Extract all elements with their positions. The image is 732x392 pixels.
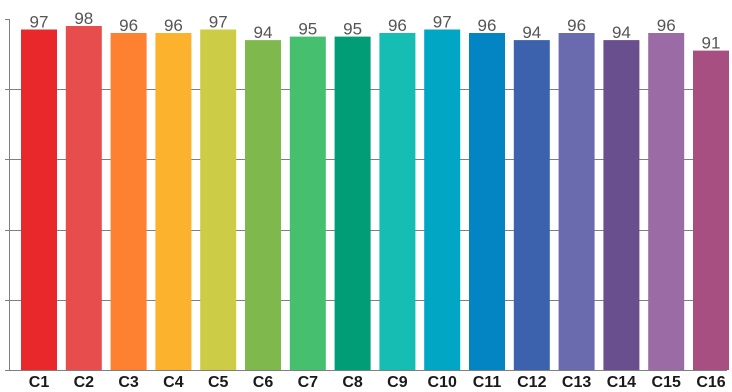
bar-layer — [21, 26, 729, 370]
bar-c11 — [469, 33, 505, 370]
value-label-c9: 96 — [388, 16, 407, 35]
category-label-c1: C1 — [29, 374, 50, 391]
value-label-c3: 96 — [119, 16, 138, 35]
bar-c12 — [513, 40, 550, 370]
category-label-c9: C9 — [387, 374, 408, 391]
bar-c14 — [603, 40, 640, 370]
value-label-c8: 95 — [343, 20, 362, 39]
bar-c4 — [155, 33, 192, 370]
value-label-c4: 96 — [164, 16, 183, 35]
bar-c8 — [334, 36, 371, 370]
value-label-c16: 91 — [702, 34, 721, 53]
bar-c3 — [110, 33, 147, 370]
category-label-c7: C7 — [298, 374, 319, 391]
bar-c10 — [424, 29, 461, 370]
category-label-layer: C1 C2 C3 C4 C5 C6 C7 C8 C9 C10 C11 C12 C13 C14 C15 C16 — [29, 374, 726, 391]
bar-c6 — [245, 40, 281, 370]
bar-c5 — [200, 29, 237, 370]
value-label-c11: 96 — [478, 16, 497, 35]
value-label-c1: 97 — [30, 13, 49, 32]
category-label-c2: C2 — [74, 374, 95, 391]
bar-c13 — [558, 33, 595, 370]
category-label-c3: C3 — [118, 374, 139, 391]
category-label-c5: C5 — [208, 374, 229, 391]
value-label-layer: 97 98 96 96 97 94 95 95 96 97 96 94 96 94 96 91 — [30, 9, 721, 53]
value-label-c2: 98 — [74, 9, 93, 28]
category-label-c11: C11 — [473, 374, 502, 391]
bar-c16 — [693, 50, 729, 370]
value-label-c15: 96 — [657, 16, 676, 35]
category-label-c12: C12 — [517, 374, 546, 391]
bar-c7 — [289, 36, 326, 370]
value-label-c12: 94 — [522, 23, 541, 42]
value-label-c13: 96 — [567, 16, 586, 35]
category-label-c16: C16 — [696, 374, 725, 391]
category-label-c15: C15 — [652, 374, 681, 391]
category-label-c10: C10 — [428, 374, 457, 391]
category-label-c6: C6 — [253, 374, 274, 391]
category-label-c14: C14 — [607, 374, 636, 391]
value-label-c5: 97 — [209, 13, 228, 32]
category-label-c13: C13 — [562, 374, 591, 391]
bar-c2 — [65, 26, 102, 370]
value-label-c7: 95 — [298, 20, 317, 39]
bar-c9 — [379, 33, 416, 370]
bar-c1 — [21, 29, 57, 370]
value-label-c10: 97 — [433, 13, 452, 32]
category-label-c8: C8 — [342, 374, 363, 391]
value-label-c6: 94 — [254, 23, 273, 42]
bar-c15 — [648, 33, 685, 370]
category-label-c4: C4 — [163, 374, 184, 391]
value-label-c14: 94 — [612, 23, 631, 42]
